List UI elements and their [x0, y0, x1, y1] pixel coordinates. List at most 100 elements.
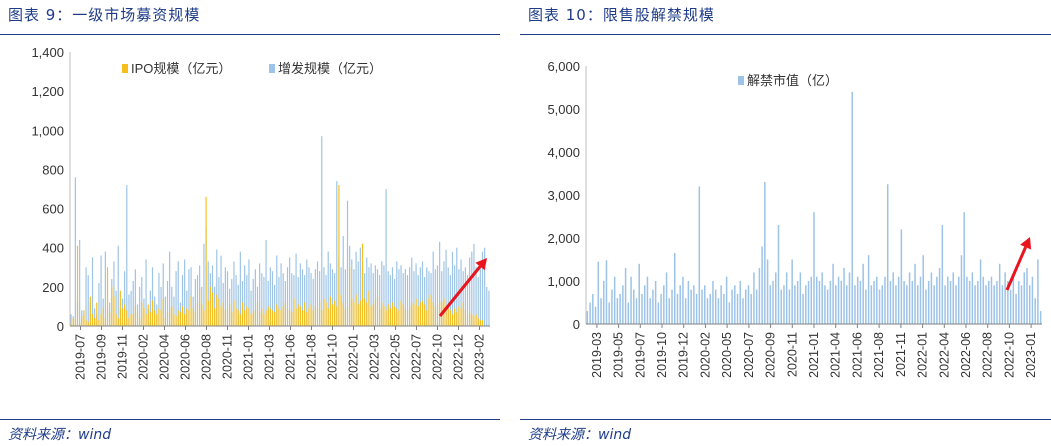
x-tick-label: 2019-05 [612, 332, 626, 378]
bar-series-a [128, 318, 130, 326]
bar-series-a [224, 310, 226, 326]
bar-series-a [244, 310, 246, 326]
bar-series-a [772, 281, 774, 324]
bar-series-a [856, 276, 859, 324]
bar-series-a [1031, 276, 1034, 324]
bar-series-a [832, 263, 834, 324]
bar-series-a [1039, 311, 1042, 324]
x-tick-label: 2021-01 [807, 332, 821, 378]
bar-series-a [192, 308, 194, 326]
bar-series-b [151, 267, 154, 326]
bar-series-a [98, 320, 100, 326]
bar-series-a [250, 314, 252, 326]
bar-series-a [126, 310, 128, 326]
bar-series-a [464, 310, 466, 326]
bar-series-a [91, 314, 94, 326]
bar-series-a [314, 306, 316, 326]
bar-series-a [723, 293, 725, 324]
bar-series-a [160, 310, 162, 326]
bar-series-b [70, 314, 72, 326]
bar-series-a [411, 302, 413, 326]
bar-series-a [76, 245, 79, 326]
x-tick-label: 2019-07 [74, 334, 88, 380]
bar-series-a [884, 276, 886, 324]
bar-series-b [271, 271, 274, 326]
bar-series-b [484, 247, 486, 326]
bar-series-a [417, 306, 419, 326]
x-tick-label: 2020-02 [137, 334, 151, 380]
bar-series-a [846, 285, 848, 324]
bar-series-a [368, 290, 370, 326]
bar-series-a [331, 304, 334, 326]
x-tick-label: 2019-03 [590, 332, 604, 378]
bar-series-b [383, 265, 385, 326]
bar-series-a [603, 281, 605, 324]
bar-series-a [340, 294, 342, 326]
bar-series-a [633, 289, 635, 324]
bar-series-a [755, 289, 758, 324]
bar-series-b [184, 259, 186, 326]
bar-series-b [115, 290, 117, 326]
bar-series-a [366, 302, 368, 326]
bar-series-a [274, 312, 276, 326]
bar-series-a [805, 285, 807, 324]
bar-series-b [299, 263, 301, 326]
bar-series-a [85, 320, 87, 326]
bar-series-a [903, 281, 905, 324]
bar-series-a [1023, 272, 1025, 324]
bar-series-a [769, 285, 772, 324]
bar-series-a [256, 302, 259, 326]
bar-series-a [252, 312, 254, 326]
trend-arrow-head [1020, 237, 1032, 250]
bar-series-b [374, 265, 376, 326]
bar-series-a [154, 310, 156, 326]
title-rule [0, 34, 500, 35]
bar-series-a [220, 306, 222, 326]
bar-series-a [775, 272, 777, 324]
bar-series-a [301, 310, 304, 326]
legend-label: 解禁市值（亿） [747, 73, 838, 88]
x-tick-label: 2020-05 [720, 332, 734, 378]
bar-series-a [859, 281, 862, 324]
bar-series-b [162, 263, 164, 326]
bar-series-b [346, 200, 349, 326]
bar-series-a [106, 267, 109, 326]
bar-series-b [398, 269, 400, 326]
bar-series-b [387, 271, 389, 326]
y-tick-label: 0 [573, 317, 580, 332]
bar-series-b [130, 290, 132, 326]
bar-series-a [854, 285, 856, 324]
bar-series-a [235, 308, 237, 326]
bar-series-a [394, 306, 396, 326]
bar-series-a [289, 310, 291, 326]
bar-series-b [181, 275, 184, 326]
bar-series-a [698, 186, 701, 324]
x-tick-label: 2020-02 [698, 332, 712, 378]
x-tick-label: 2022-01 [347, 334, 361, 380]
bar-series-a [734, 285, 736, 324]
x-tick-label: 2023-01 [1024, 332, 1038, 378]
bar-series-a [226, 308, 229, 326]
x-tick-label: 2021-06 [284, 334, 298, 380]
bar-series-a [205, 196, 207, 326]
y-tick-label: 0 [57, 319, 64, 334]
bar-series-b [286, 267, 289, 326]
source-note: 资料来源：wind [528, 427, 632, 443]
bar-series-b [325, 275, 327, 326]
bar-series-a [865, 289, 867, 324]
bar-series-a [186, 308, 188, 326]
bar-series-a [239, 314, 241, 326]
x-tick-label: 2021-11 [894, 332, 908, 377]
bar-series-a [1037, 259, 1039, 324]
bar-series-b [113, 261, 115, 326]
bar-series-a [231, 312, 233, 326]
bar-series-a [592, 293, 594, 324]
bar-series-a [815, 276, 818, 324]
bar-series-a [988, 281, 990, 324]
bar-series-a [777, 225, 780, 324]
bar-series-a [475, 314, 477, 326]
y-tick-label: 600 [42, 202, 64, 217]
bar-series-b [417, 275, 419, 326]
bar-series-a [810, 276, 813, 324]
bar-series-a [993, 285, 995, 324]
